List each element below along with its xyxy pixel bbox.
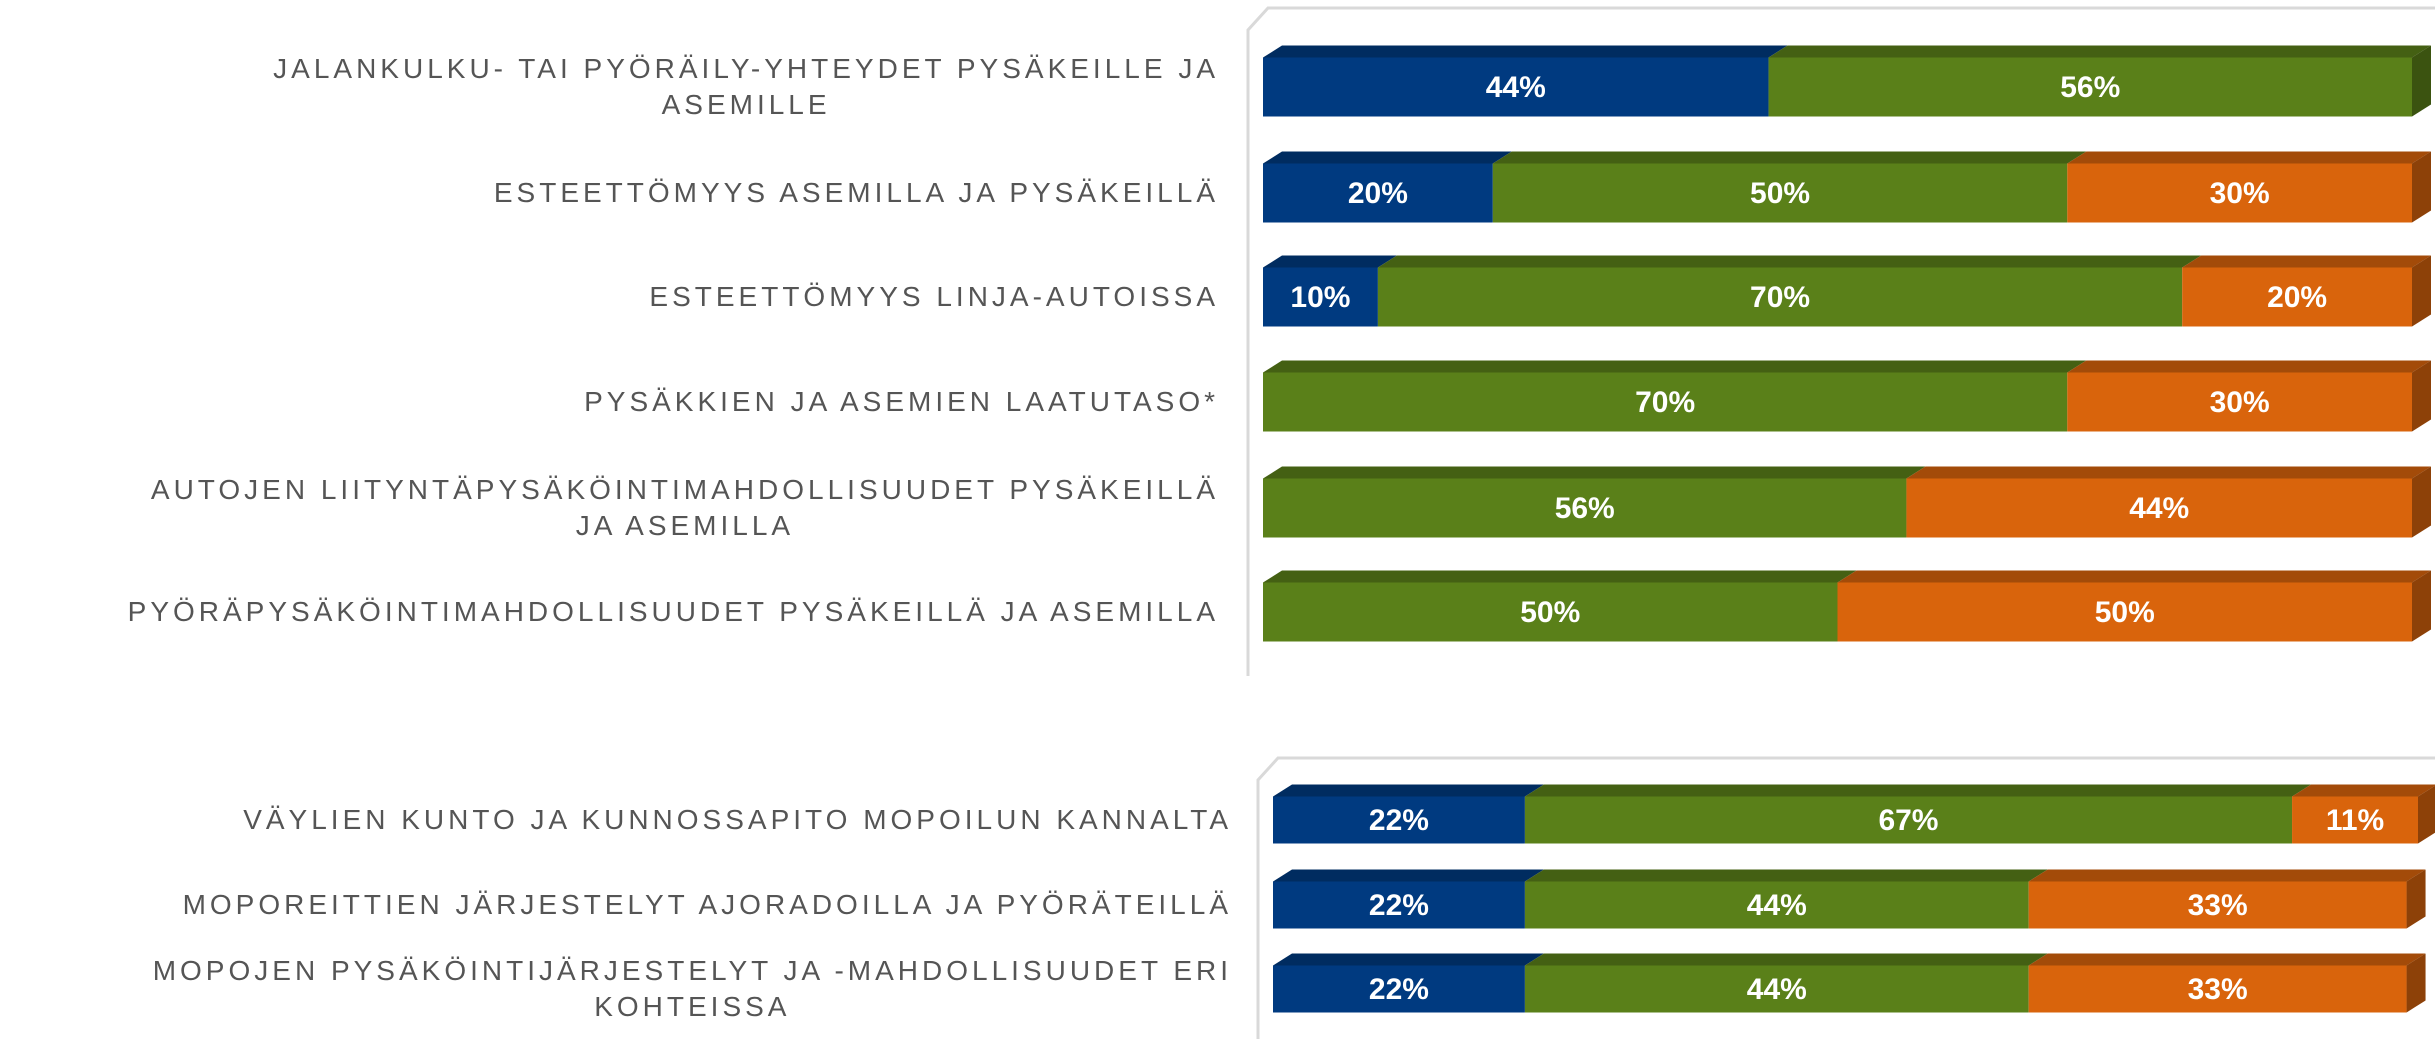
data-label: 67% xyxy=(1878,804,1938,837)
bar-top xyxy=(1263,256,1397,268)
bar-top xyxy=(1273,785,1544,797)
category-label: VÄYLIEN KUNTO JA KUNNOSSAPITO MOPOILUN K… xyxy=(243,802,1232,838)
data-label: 22% xyxy=(1369,889,1429,922)
data-label: 11% xyxy=(2326,804,2384,837)
data-label: 20% xyxy=(2267,281,2327,314)
bar-top xyxy=(1525,870,2048,882)
data-label: 10% xyxy=(1290,281,1350,314)
bar-side xyxy=(2412,571,2431,642)
bar-top xyxy=(2292,785,2435,797)
data-label: 33% xyxy=(2188,889,2248,922)
data-label: 56% xyxy=(2060,71,2120,104)
bar-top xyxy=(2182,256,2431,268)
data-label: 33% xyxy=(2188,973,2248,1006)
bar-top xyxy=(1263,152,1512,164)
bar-side xyxy=(2412,361,2431,432)
data-label: 56% xyxy=(1555,492,1615,525)
category-label: PYSÄKKIEN JA ASEMIEN LAATUTASO* xyxy=(584,384,1219,420)
bar-top xyxy=(1263,571,1857,583)
category-label: MOPOJEN PYSÄKÖINTIJÄRJESTELYT JA -MAHDOL… xyxy=(153,953,1232,1025)
data-label: 50% xyxy=(1520,596,1580,629)
data-label: 44% xyxy=(1486,71,1546,104)
data-label: 44% xyxy=(1747,889,1807,922)
category-label: MOPOREITTIEN JÄRJESTELYT AJORADOILLA JA … xyxy=(183,887,1232,923)
bar-top xyxy=(1263,361,2086,373)
bar-top xyxy=(1273,954,1544,966)
bar-top xyxy=(2029,870,2426,882)
bar-side xyxy=(2412,467,2431,538)
bar-top xyxy=(2029,954,2426,966)
page: 44% 56% 20% 50% 30% 10% 70% 20% 70% 30% 56% 44% 50% 5… xyxy=(0,0,2435,1039)
category-label: PYÖRÄPYSÄKÖINTIMAHDOLLISUUDET PYSÄKEILLÄ… xyxy=(128,594,1219,630)
bar-top xyxy=(1525,954,2048,966)
bar-top xyxy=(1263,46,1788,58)
bar-top xyxy=(1263,467,1925,479)
bar-top xyxy=(2067,361,2431,373)
bar-top xyxy=(1378,256,2201,268)
bar-side xyxy=(2412,46,2431,117)
data-label: 22% xyxy=(1369,804,1429,837)
category-label: ESTEETTÖMYYS ASEMILLA JA PYSÄKEILLÄ xyxy=(494,175,1219,211)
bar-side xyxy=(2412,256,2431,327)
data-label: 22% xyxy=(1369,973,1429,1006)
bar-top xyxy=(1493,152,2087,164)
data-label: 50% xyxy=(2095,596,2155,629)
bar-top xyxy=(1906,467,2431,479)
data-label: 30% xyxy=(2210,177,2270,210)
bar-top xyxy=(1525,785,2311,797)
category-label: AUTOJEN LIITYNTÄPYSÄKÖINTIMAHDOLLISUUDET… xyxy=(151,472,1219,544)
data-label: 30% xyxy=(2210,386,2270,419)
bar-side xyxy=(2412,152,2431,223)
bar-top xyxy=(1769,46,2431,58)
data-label: 70% xyxy=(1750,281,1810,314)
data-label: 50% xyxy=(1750,177,1810,210)
data-label: 70% xyxy=(1635,386,1695,419)
bar-top xyxy=(1838,571,2432,583)
bar-top xyxy=(1273,870,1544,882)
bar-top xyxy=(2067,152,2431,164)
data-label: 44% xyxy=(2129,492,2189,525)
category-label: ESTEETTÖMYYS LINJA-AUTOISSA xyxy=(649,279,1219,315)
category-label: JALANKULKU- TAI PYÖRÄILY-YHTEYDET PYSÄKE… xyxy=(273,51,1219,123)
data-label: 44% xyxy=(1747,973,1807,1006)
data-label: 20% xyxy=(1348,177,1408,210)
